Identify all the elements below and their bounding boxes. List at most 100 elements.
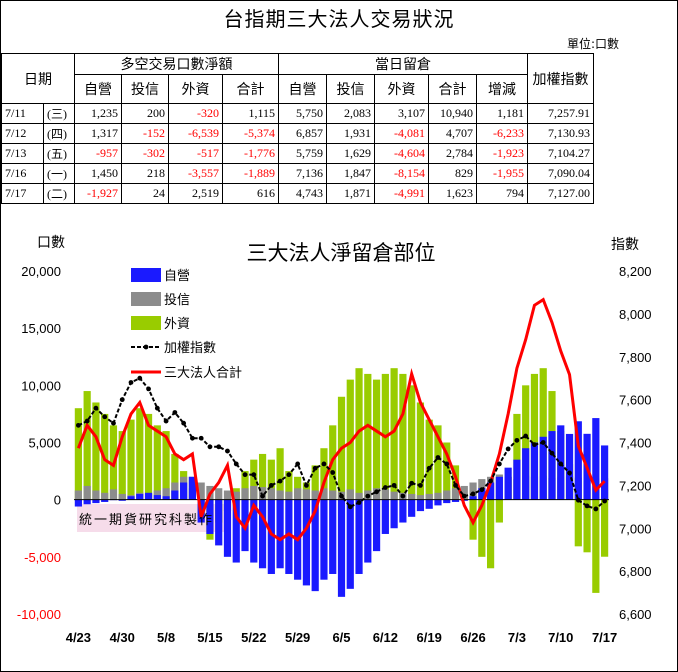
legend-label: 投信 (164, 292, 190, 308)
bar-foreign (162, 431, 170, 500)
bar-dealer (180, 482, 188, 500)
col-header-oi-total: 合計 (428, 74, 477, 104)
bar-dealer (372, 499, 381, 552)
row-date: 7/12 (1, 123, 44, 144)
bar-dealer (364, 499, 372, 563)
point-index (479, 487, 485, 493)
point-index (593, 506, 599, 512)
y-right-tick-label: 7,000 (619, 521, 652, 536)
bar-dealer (144, 492, 153, 500)
bar-dealer (188, 476, 196, 500)
bar-foreign (522, 385, 530, 500)
bar-dealer (495, 476, 503, 500)
bar-dealer (539, 436, 547, 500)
point-index (532, 442, 537, 448)
point-index (242, 472, 248, 478)
bar-dealer (346, 499, 354, 589)
bar-dealer (381, 499, 389, 534)
y-left-tick-label: 10,000 (21, 378, 61, 393)
x-tick-label: 4/23 (66, 630, 91, 645)
bar-trust (425, 493, 433, 500)
net-value: -5,374 (222, 123, 279, 144)
bar-trust (416, 495, 425, 500)
net-value: 1,235 (74, 103, 122, 124)
bar-foreign (451, 465, 460, 500)
oi-value: 4,743 (278, 183, 327, 204)
oi-value: 1,847 (326, 163, 375, 184)
bar-dealer (601, 445, 609, 500)
x-tick-label: 4/30 (110, 630, 135, 645)
bar-dealer (329, 499, 337, 574)
bar-foreign (372, 379, 381, 500)
bar-dealer (460, 499, 468, 501)
bar-foreign (320, 448, 328, 500)
bar-dealer (127, 496, 135, 500)
bar-trust (355, 492, 363, 500)
bar-dealer (250, 499, 258, 563)
col-header-oi-trust: 投信 (326, 74, 375, 104)
bar-foreign (285, 471, 293, 500)
net-value: -1,927 (74, 183, 122, 204)
bar-trust (92, 490, 100, 500)
y-left-label: 口數 (37, 235, 65, 251)
bar-dealer (258, 499, 267, 569)
col-header-foreign: 外資 (168, 74, 223, 104)
point-index (312, 465, 318, 471)
legend-swatch-foreign (131, 316, 161, 330)
bar-foreign (127, 419, 135, 500)
y-right-tick-label: 7,800 (619, 350, 652, 365)
bar-foreign (399, 373, 407, 500)
row-date: 7/13 (1, 143, 44, 164)
legend-swatch-dealer (131, 268, 161, 282)
bar-foreign (241, 471, 249, 500)
bar-dealer (320, 499, 328, 580)
date-header: 日期 (1, 53, 75, 104)
point-index (75, 422, 81, 428)
point-index (470, 491, 476, 497)
bar-foreign (592, 499, 600, 593)
bar-trust (434, 492, 442, 500)
bar-dealer (355, 499, 363, 574)
table-row: 7/12 (四) 1,317 -152 -6,539 -5,374 6,857 1,931 -4… (1, 123, 594, 144)
bar-dealer (478, 488, 486, 500)
point-index (207, 444, 213, 450)
bar-trust (311, 490, 319, 500)
bar-trust (223, 490, 232, 500)
net-value: -3,557 (168, 163, 223, 184)
bar-dealer (285, 499, 293, 574)
point-index (488, 478, 493, 484)
point-index (84, 418, 90, 424)
bar-foreign (478, 499, 486, 557)
bar-dealer (530, 442, 539, 500)
point-index (304, 482, 309, 488)
bar-dealer (469, 496, 477, 500)
chart-title: 三大法人淨留倉部位 (247, 241, 436, 265)
open-interest-header: 當日留倉 (278, 53, 528, 75)
bar-foreign (408, 385, 416, 500)
row-index: 7,130.93 (527, 123, 594, 144)
point-index (190, 435, 195, 441)
table-row: 7/11 (三) 1,235 200 -320 1,115 5,750 2,083 3,107 1… (1, 103, 594, 124)
x-tick-label: 5/8 (157, 630, 175, 645)
point-index (453, 482, 458, 488)
oi-value: 1,181 (476, 103, 528, 124)
bar-foreign (574, 499, 582, 547)
bar-trust (215, 488, 223, 500)
bar-dealer (443, 499, 451, 504)
y-right-tick-label: 8,200 (619, 264, 652, 279)
y-left-tick-label: 15,000 (21, 321, 61, 336)
oi-value: 5,759 (278, 143, 327, 164)
point-index (225, 448, 230, 454)
table-row: 7/13 (五) -957 -302 -517 -1,776 5,759 1,629 -4,60… (1, 143, 594, 164)
oi-value: 2,083 (326, 103, 375, 124)
bar-foreign (583, 499, 591, 553)
x-tick-label: 6/26 (460, 630, 485, 645)
series-line-total (76, 297, 606, 542)
oi-value: 10,940 (428, 103, 477, 124)
oi-value: 6,857 (278, 123, 327, 144)
table-row: 7/16 (一) 1,450 218 -3,557 -1,889 7,136 1,847 -8,… (1, 163, 594, 184)
row-date: 7/16 (1, 163, 44, 184)
bar-foreign (355, 368, 363, 500)
bar-foreign (425, 419, 433, 500)
